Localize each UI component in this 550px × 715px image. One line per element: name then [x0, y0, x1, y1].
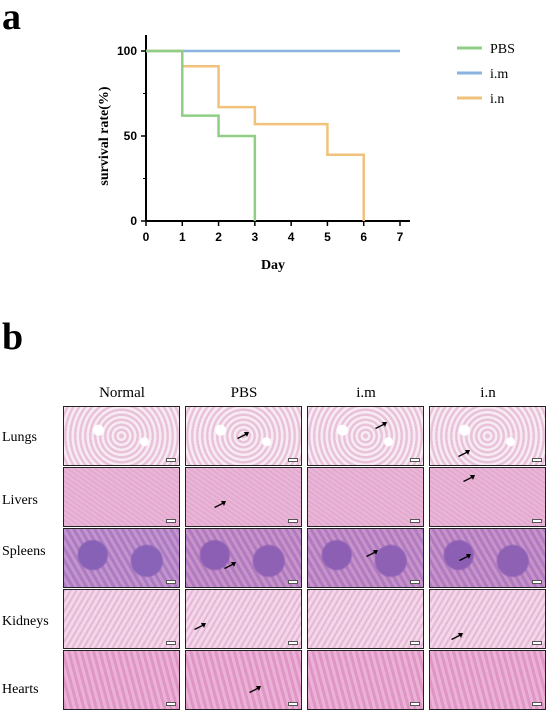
arrow-icon: [194, 623, 206, 630]
x-tick-label: 3: [252, 230, 259, 244]
row-label: Lungs: [2, 430, 37, 445]
x-tick-label: 2: [215, 230, 222, 244]
legend-label: PBS: [490, 42, 515, 57]
series-line-PBS: [146, 49, 257, 221]
row-label: Livers: [2, 493, 38, 508]
x-tick-label: 0: [143, 230, 150, 244]
histology-image: [307, 467, 424, 527]
scale-bar: [166, 641, 176, 645]
chart-axes: 0 1 2 3 4 5 6 7 0 50 100 Day survival rate(%): [97, 35, 410, 273]
scale-bar: [288, 458, 298, 462]
panel-label-a: a: [2, 0, 21, 38]
scale-bar: [410, 519, 420, 523]
arrow-icon: [459, 554, 471, 561]
x-tick-label: 6: [360, 230, 367, 244]
histology-image: [429, 467, 546, 527]
x-tick-label: 5: [324, 230, 331, 244]
arrow-icon: [237, 432, 249, 439]
scale-bar: [166, 580, 176, 584]
scale-bar: [410, 580, 420, 584]
histology-image: [185, 528, 302, 588]
row-label: Spleens: [2, 544, 46, 559]
scale-bar: [288, 580, 298, 584]
legend-label: i.m: [490, 67, 508, 82]
row-label: Kidneys: [2, 614, 49, 629]
arrow-icon: [458, 450, 470, 457]
x-axis-label: Day: [261, 258, 285, 273]
scale-bar: [532, 458, 542, 462]
column-header: i.m: [356, 385, 376, 401]
arrow-icon: [451, 633, 463, 640]
histology-image: [63, 589, 180, 649]
histology-image: [185, 406, 302, 466]
row-label: Hearts: [2, 682, 39, 697]
y-tick-label: 50: [124, 129, 138, 143]
x-tick-label: 7: [397, 230, 404, 244]
chart-series: [146, 49, 400, 221]
histology-image: [63, 467, 180, 527]
arrow-icon: [224, 562, 236, 569]
histology-image: [63, 528, 180, 588]
scale-bar: [288, 519, 298, 523]
histology-image: [185, 467, 302, 527]
scale-bar: [532, 641, 542, 645]
arrow-icon: [249, 686, 261, 693]
histology-image: [429, 589, 546, 649]
scale-bar: [410, 702, 420, 706]
histology-image: [185, 589, 302, 649]
panel-label-b: b: [2, 316, 24, 358]
histology-image: [307, 589, 424, 649]
histology-image: [307, 528, 424, 588]
column-header: i.n: [480, 385, 496, 401]
scale-bar: [532, 519, 542, 523]
scale-bar: [166, 702, 176, 706]
x-tick-label: 4: [288, 230, 295, 244]
histology-image: [185, 650, 302, 710]
arrow-icon: [375, 422, 387, 429]
arrow-icon: [463, 475, 475, 482]
histology-image: [307, 650, 424, 710]
scale-bar: [166, 519, 176, 523]
column-header: PBS: [230, 385, 258, 401]
scale-bar: [288, 702, 298, 706]
histology-image: [307, 406, 424, 466]
histology-image: [63, 406, 180, 466]
histology-image: [429, 528, 546, 588]
arrow-icon: [214, 501, 226, 508]
histology-image: [429, 650, 546, 710]
scale-bar: [410, 641, 420, 645]
scale-bar: [532, 580, 542, 584]
chart-legend: PBS i.m i.n: [457, 42, 515, 107]
scale-bar: [532, 702, 542, 706]
y-tick-label: 0: [130, 214, 137, 228]
scale-bar: [410, 458, 420, 462]
scale-bar: [166, 458, 176, 462]
survival-chart: 0 1 2 3 4 5 6 7 0 50 100 Day survival rate(%) PBS i.m…: [97, 35, 515, 273]
y-tick-label: 100: [117, 44, 137, 58]
x-tick-label: 1: [179, 230, 186, 244]
column-header: Normal: [99, 385, 145, 401]
scale-bar: [288, 641, 298, 645]
histology-image: [63, 650, 180, 710]
y-axis-label: survival rate(%): [97, 86, 112, 185]
histology-image: [429, 406, 546, 466]
arrow-icon: [366, 550, 378, 557]
legend-label: i.n: [490, 92, 504, 107]
